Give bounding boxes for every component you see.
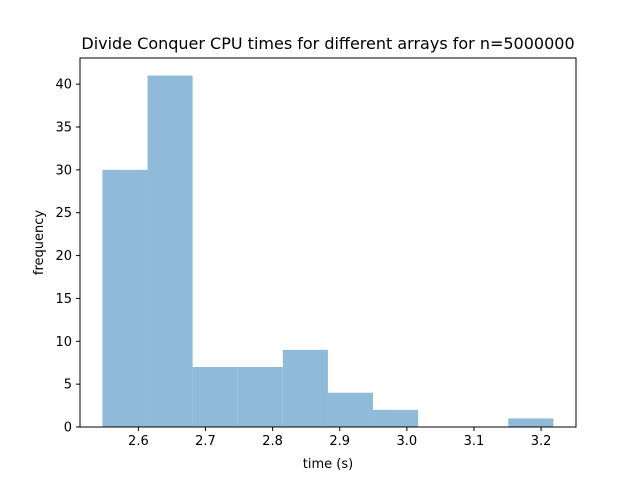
y-tick-label: 30 [55,163,72,178]
y-tick-label: 35 [55,121,72,136]
x-tick-label: 3.1 [464,434,485,449]
y-tick-label: 25 [55,206,72,221]
y-tick-label: 10 [55,335,72,350]
chart-title: Divide Conquer CPU times for different a… [81,34,574,53]
histogram-bar [192,367,238,427]
histogram-bar [282,349,328,427]
x-axis-label: time (s) [303,457,353,472]
x-tick-label: 3.2 [531,434,552,449]
histogram-bar [508,418,554,427]
x-tick-label: 2.8 [262,434,283,449]
histogram-bar [327,392,374,427]
y-tick-label: 5 [64,378,72,393]
histogram-bar [237,367,283,427]
x-axis-ticks: 2.6 2.7 2.8 2.9 3.0 3.1 3.2 [128,427,551,449]
y-tick-label: 0 [64,421,72,436]
y-tick-label: 15 [55,292,72,307]
histogram-bar [102,169,148,427]
y-axis-label: frequency [32,210,47,276]
plot-frame [79,57,577,428]
histogram-bar [373,409,419,427]
bars-group [102,75,554,428]
x-tick-label: 2.6 [128,434,149,449]
y-tick-label: 20 [55,249,72,264]
x-tick-label: 3.0 [397,434,418,449]
histogram-bar [147,75,193,428]
y-tick-label: 40 [55,78,72,93]
x-tick-label: 2.9 [329,434,350,449]
y-axis-ticks: 0 5 10 15 20 25 30 35 40 [55,78,80,436]
x-tick-label: 2.7 [195,434,216,449]
